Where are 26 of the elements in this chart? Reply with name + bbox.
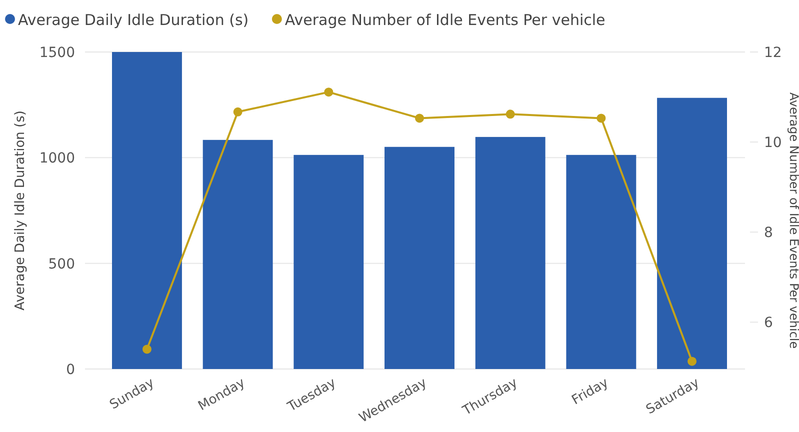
point: [415, 114, 424, 123]
bar: [475, 136, 546, 369]
point: [506, 110, 515, 119]
y2-tick-label: 12: [764, 45, 782, 61]
bar: [657, 98, 727, 369]
y-tick-label: 500: [48, 256, 75, 272]
y-tick-label: 1000: [39, 150, 75, 167]
bar: [384, 146, 454, 369]
y2-tick-label: 8: [764, 225, 773, 242]
y-axis-title: Average Daily Idle Duration (s): [13, 110, 28, 310]
point: [142, 344, 152, 354]
y2-axis-title: Average Number of Idle Events Per vehicle: [787, 92, 799, 349]
y2-tick-label: 10: [764, 135, 782, 152]
bar: [112, 52, 182, 369]
point: [233, 107, 242, 116]
bar: [566, 154, 636, 369]
legend-label: Average Daily Idle Duration (s): [18, 11, 249, 29]
point: [596, 114, 606, 123]
point: [688, 356, 697, 366]
point: [324, 88, 334, 97]
y-tick-label: 0: [66, 362, 75, 378]
bar: [294, 154, 364, 369]
legend-label: Average Number of Idle Events Per vehicle: [284, 11, 606, 29]
y2-tick-label: 6: [764, 315, 773, 332]
bar: [202, 140, 273, 369]
y-tick-label: 1500: [39, 45, 75, 61]
